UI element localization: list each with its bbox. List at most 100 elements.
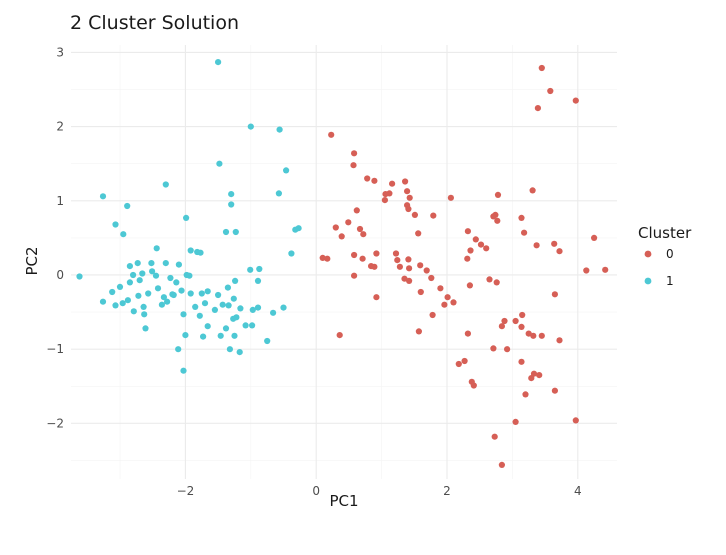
point-cluster-0 bbox=[437, 285, 444, 292]
point-cluster-1 bbox=[130, 308, 137, 315]
point-cluster-0 bbox=[464, 255, 471, 262]
point-cluster-0 bbox=[338, 233, 345, 240]
point-cluster-0 bbox=[522, 391, 529, 398]
point-cluster-1 bbox=[154, 285, 162, 292]
point-cluster-1 bbox=[141, 311, 148, 318]
x-tick-label: −2 bbox=[177, 484, 195, 498]
point-cluster-1 bbox=[158, 301, 165, 308]
legend-key-0 bbox=[644, 250, 652, 258]
point-cluster-1 bbox=[152, 272, 160, 279]
point-cluster-0 bbox=[518, 214, 525, 221]
point-cluster-1 bbox=[228, 191, 235, 198]
point-cluster-0 bbox=[389, 180, 396, 187]
point-cluster-0 bbox=[461, 357, 468, 365]
point-cluster-0 bbox=[324, 255, 331, 262]
point-cluster-0 bbox=[350, 162, 357, 169]
point-cluster-1 bbox=[228, 201, 235, 208]
point-cluster-1 bbox=[217, 332, 224, 339]
point-cluster-1 bbox=[264, 337, 271, 345]
point-cluster-0 bbox=[591, 234, 598, 241]
point-cluster-0 bbox=[551, 291, 559, 298]
point-cluster-1 bbox=[201, 300, 209, 307]
point-cluster-0 bbox=[415, 230, 422, 237]
point-cluster-0 bbox=[351, 272, 358, 279]
point-cluster-0 bbox=[417, 262, 424, 269]
point-cluster-1 bbox=[231, 332, 238, 339]
point-cluster-1 bbox=[197, 249, 204, 256]
y-tick-label: 1 bbox=[56, 194, 64, 208]
y-tick-label: 3 bbox=[56, 45, 64, 59]
point-cluster-0 bbox=[428, 274, 435, 282]
point-cluster-1 bbox=[162, 181, 169, 188]
chart-title: 2 Cluster Solution bbox=[70, 12, 239, 34]
point-cluster-0 bbox=[472, 236, 479, 243]
point-cluster-0 bbox=[466, 282, 473, 289]
point-cluster-0 bbox=[392, 250, 400, 257]
point-cluster-0 bbox=[359, 255, 366, 262]
point-cluster-1 bbox=[222, 228, 230, 236]
point-cluster-0 bbox=[493, 279, 500, 286]
y-tick-label: 2 bbox=[56, 120, 64, 134]
point-cluster-1 bbox=[149, 268, 156, 275]
point-cluster-1 bbox=[275, 190, 282, 197]
point-cluster-0 bbox=[470, 382, 477, 389]
point-cluster-1 bbox=[242, 322, 249, 329]
point-cluster-1 bbox=[142, 325, 149, 332]
point-cluster-1 bbox=[134, 260, 141, 267]
point-cluster-1 bbox=[288, 250, 295, 257]
point-cluster-0 bbox=[429, 311, 436, 319]
point-cluster-1 bbox=[116, 283, 124, 290]
y-tick-label: −2 bbox=[46, 416, 64, 430]
point-cluster-0 bbox=[538, 64, 545, 72]
point-cluster-1 bbox=[148, 260, 155, 267]
point-cluster-0 bbox=[556, 248, 563, 255]
point-cluster-0 bbox=[518, 323, 525, 330]
point-cluster-0 bbox=[512, 418, 519, 425]
point-cluster-0 bbox=[556, 337, 563, 344]
point-cluster-1 bbox=[175, 346, 182, 353]
point-cluster-1 bbox=[211, 306, 218, 313]
point-cluster-0 bbox=[486, 276, 493, 283]
point-cluster-1 bbox=[196, 312, 203, 319]
point-cluster-0 bbox=[364, 175, 371, 182]
point-cluster-0 bbox=[417, 288, 424, 296]
point-cluster-0 bbox=[394, 257, 401, 264]
point-cluster-1 bbox=[175, 261, 182, 268]
point-cluster-1 bbox=[136, 277, 143, 284]
point-cluster-1 bbox=[270, 309, 277, 316]
legend: Cluster 0 1 bbox=[638, 224, 692, 288]
point-cluster-1 bbox=[254, 277, 262, 284]
point-cluster-0 bbox=[529, 187, 536, 194]
point-cluster-1 bbox=[130, 271, 137, 279]
point-cluster-1 bbox=[254, 304, 262, 311]
point-cluster-0 bbox=[405, 256, 412, 263]
point-cluster-0 bbox=[519, 311, 526, 319]
point-cluster-0 bbox=[319, 254, 326, 261]
point-cluster-0 bbox=[360, 231, 367, 238]
point-cluster-0 bbox=[450, 299, 457, 306]
point-cluster-0 bbox=[572, 97, 579, 104]
legend-key-1 bbox=[644, 277, 652, 285]
y-tick-label: 0 bbox=[56, 268, 64, 282]
point-cluster-1 bbox=[164, 298, 171, 305]
point-cluster-1 bbox=[126, 263, 133, 270]
point-cluster-0 bbox=[381, 197, 388, 204]
point-cluster-0 bbox=[371, 263, 378, 270]
point-cluster-0 bbox=[572, 417, 579, 424]
point-cluster-1 bbox=[140, 303, 147, 310]
point-cluster-1 bbox=[135, 292, 142, 299]
point-cluster-1 bbox=[283, 167, 290, 174]
point-cluster-1 bbox=[233, 314, 240, 321]
point-cluster-0 bbox=[328, 131, 335, 138]
point-cluster-1 bbox=[215, 291, 222, 299]
point-cluster-1 bbox=[232, 277, 239, 284]
point-cluster-1 bbox=[230, 295, 237, 302]
point-cluster-1 bbox=[204, 323, 211, 330]
point-cluster-0 bbox=[528, 375, 535, 382]
point-cluster-1 bbox=[153, 245, 160, 252]
point-cluster-1 bbox=[162, 260, 169, 267]
point-cluster-0 bbox=[583, 267, 590, 274]
point-cluster-0 bbox=[404, 188, 411, 195]
point-cluster-1 bbox=[76, 273, 83, 280]
